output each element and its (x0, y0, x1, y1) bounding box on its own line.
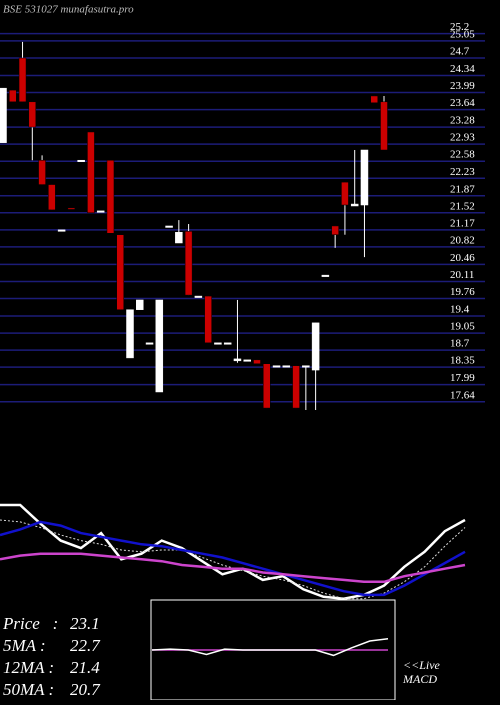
y-tick-label: 19.4 (450, 304, 470, 316)
chart-title: BSE 531027 munafasutra.pro (3, 4, 134, 16)
candle-body (116, 234, 124, 310)
candle-body (194, 295, 203, 298)
candle-body (223, 342, 232, 345)
candle-body (0, 87, 7, 143)
info-value: 22.7 (70, 636, 101, 655)
candle-body (67, 207, 76, 210)
y-tick-label: 22.93 (450, 132, 475, 144)
y-tick-label: 24.34 (450, 63, 475, 75)
candle-body (331, 225, 339, 235)
info-label: 12MA : (3, 658, 54, 677)
ma-line (0, 520, 466, 597)
candle-body (282, 365, 291, 368)
y-tick-label: 24.7 (450, 46, 470, 58)
y-tick-label: 17.64 (450, 389, 475, 401)
info-value: 21.4 (70, 658, 100, 677)
candle-body (302, 365, 310, 368)
y-tick-label: 21.87 (450, 183, 475, 195)
candle-body (263, 363, 271, 409)
y-tick-label: 25.05 (450, 28, 475, 40)
y-tick-label: 23.28 (450, 115, 475, 127)
candle-body (145, 342, 154, 345)
candle-body (48, 184, 56, 211)
y-tick-label: 25.2 (450, 21, 469, 33)
candle-body (165, 225, 173, 228)
candle-body (87, 131, 95, 214)
macd-title: MACD (402, 672, 437, 686)
candle-body (243, 359, 251, 362)
candle-body (311, 322, 320, 371)
candle-body (28, 101, 37, 128)
candle-body (341, 181, 349, 206)
y-tick-label: 18.7 (450, 338, 470, 350)
y-tick-label: 19.76 (450, 286, 475, 298)
candle-body (106, 159, 115, 234)
candle-body (126, 309, 134, 359)
candle-body (380, 101, 388, 151)
candle-body (77, 159, 85, 162)
candle-body (370, 95, 378, 104)
info-label: 50MA : (3, 680, 54, 699)
y-tick-label: 20.11 (450, 269, 474, 281)
candle-body (18, 57, 27, 103)
y-tick-label: 21.52 (450, 200, 475, 212)
candle-body (175, 232, 183, 244)
ma-line (0, 519, 466, 600)
info-value: 20.7 (70, 680, 101, 699)
y-tick-label: 22.58 (450, 149, 475, 161)
candle-body (155, 299, 164, 393)
candle-body (136, 299, 144, 310)
candle-body (321, 274, 330, 277)
candle-body (38, 159, 46, 185)
candle-body (272, 365, 281, 368)
y-tick-label: 18.35 (450, 355, 475, 367)
ma-line (0, 503, 466, 600)
y-tick-label: 20.82 (450, 234, 475, 246)
ma-line (0, 552, 466, 584)
candle-body (204, 295, 212, 344)
candle-body (233, 358, 242, 362)
y-tick-label: 19.05 (450, 321, 475, 333)
y-tick-label: 22.23 (450, 166, 475, 178)
candle-body (9, 89, 17, 103)
candle-body (292, 365, 300, 409)
candle-body (360, 149, 369, 206)
candle-body (253, 359, 261, 364)
candle-body (350, 203, 359, 207)
y-tick-label: 21.17 (450, 217, 475, 229)
info-value: 23.1 (70, 614, 100, 633)
y-tick-label: 23.99 (450, 80, 475, 92)
info-label: Price : (2, 614, 58, 633)
info-label: 5MA : (3, 636, 46, 655)
macd-line (151, 638, 389, 657)
candle-body (96, 210, 105, 213)
candle-body (214, 342, 222, 345)
y-tick-label: 23.64 (450, 97, 475, 109)
live-link[interactable]: <<Live (403, 658, 441, 672)
y-tick-label: 20.46 (450, 252, 475, 264)
candle-body (57, 229, 66, 232)
y-tick-label: 17.99 (450, 372, 475, 384)
candle-body (184, 231, 193, 296)
